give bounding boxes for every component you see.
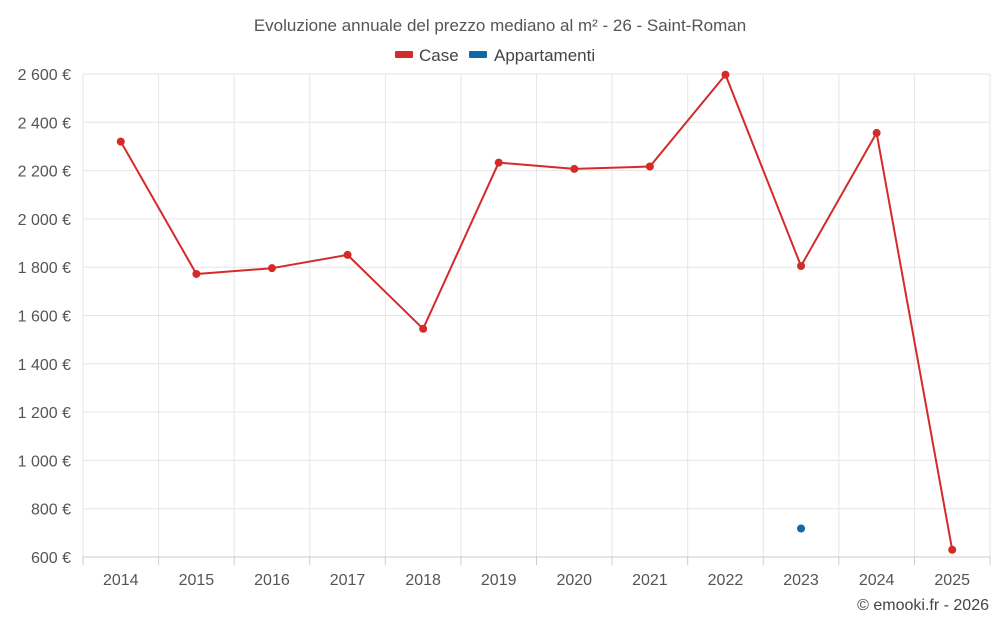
data-point-case-2022[interactable] bbox=[721, 70, 730, 79]
x-tick-label: 2024 bbox=[859, 572, 895, 589]
x-axis-labels: 2014 2015 2016 2017 2018 2019 2020 2021 2022 2023… bbox=[103, 572, 970, 589]
y-tick-label: 800 € bbox=[31, 502, 71, 519]
series bbox=[116, 70, 957, 554]
data-point-case-2025[interactable] bbox=[948, 545, 957, 554]
y-tick-label: 1 600 € bbox=[18, 309, 71, 326]
data-point-case-2015[interactable] bbox=[192, 269, 201, 278]
x-tick-label: 2014 bbox=[103, 572, 139, 589]
legend: Case Appartamenti bbox=[395, 46, 595, 65]
data-point-appartamenti-2023[interactable] bbox=[797, 524, 806, 533]
legend-label-case: Case bbox=[419, 46, 459, 65]
y-tick-label: 2 000 € bbox=[18, 212, 71, 229]
series-case bbox=[116, 70, 957, 554]
legend-swatch-case bbox=[395, 51, 413, 58]
y-tick-label: 2 600 € bbox=[18, 67, 71, 84]
x-tick-label: 2020 bbox=[556, 572, 592, 589]
legend-item-case[interactable]: Case bbox=[395, 46, 459, 65]
x-tick-label: 2023 bbox=[783, 572, 819, 589]
legend-swatch-appartamenti bbox=[469, 51, 487, 58]
y-tick-label: 1 800 € bbox=[18, 260, 71, 277]
data-point-case-2016[interactable] bbox=[267, 264, 276, 273]
x-tick-label: 2016 bbox=[254, 572, 290, 589]
y-axis-labels: 600 € 800 € 1 000 € 1 200 € 1 400 € 1 600 € 1 … bbox=[18, 67, 71, 567]
x-tick-label: 2015 bbox=[179, 572, 215, 589]
data-point-case-2018[interactable] bbox=[419, 324, 428, 333]
data-point-case-2021[interactable] bbox=[645, 162, 654, 171]
grid bbox=[82, 73, 991, 558]
x-tick-label: 2021 bbox=[632, 572, 668, 589]
x-tick-label: 2022 bbox=[708, 572, 744, 589]
y-tick-label: 1 000 € bbox=[18, 453, 71, 470]
y-tick-label: 2 200 € bbox=[18, 164, 71, 181]
y-tick-label: 1 400 € bbox=[18, 357, 71, 374]
x-tick-label: 2025 bbox=[934, 572, 970, 589]
axes bbox=[82, 556, 991, 565]
data-point-case-2020[interactable] bbox=[570, 164, 579, 173]
series-line-case bbox=[119, 73, 954, 550]
legend-label-appartamenti: Appartamenti bbox=[494, 46, 595, 65]
x-tick-label: 2018 bbox=[405, 572, 441, 589]
data-point-case-2014[interactable] bbox=[116, 137, 125, 146]
chart-title: Evoluzione annuale del prezzo mediano al… bbox=[254, 16, 746, 35]
x-tick-label: 2017 bbox=[330, 572, 366, 589]
data-point-case-2017[interactable] bbox=[343, 250, 352, 259]
data-point-case-2019[interactable] bbox=[494, 158, 503, 167]
x-tick-label: 2019 bbox=[481, 572, 517, 589]
y-tick-label: 1 200 € bbox=[18, 405, 71, 422]
legend-item-appartamenti[interactable]: Appartamenti bbox=[469, 46, 595, 65]
credit-text: © emooki.fr - 2026 bbox=[857, 597, 989, 614]
y-tick-label: 2 400 € bbox=[18, 115, 71, 132]
series-appartamenti bbox=[797, 524, 806, 533]
data-point-case-2023[interactable] bbox=[797, 261, 806, 270]
y-tick-label: 600 € bbox=[31, 550, 71, 567]
data-point-case-2024[interactable] bbox=[872, 128, 881, 137]
